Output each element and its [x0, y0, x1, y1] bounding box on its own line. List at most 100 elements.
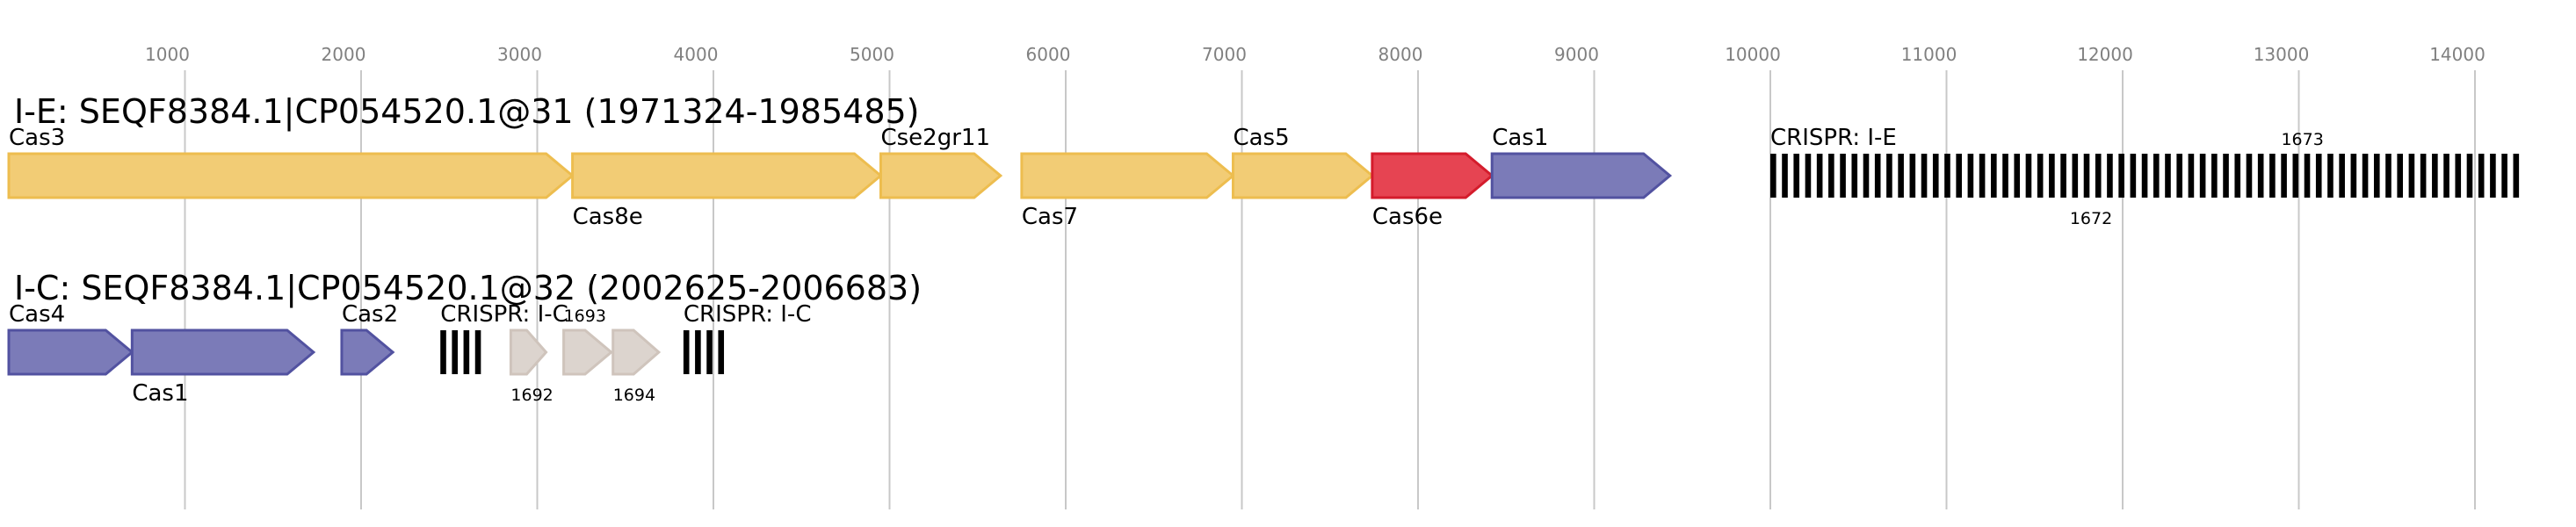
- track-title-ie: I-E: SEQF8384.1|CP054520.1@31 (1971324-1…: [14, 92, 920, 132]
- crispr-repeat: [2211, 154, 2218, 198]
- crispr-repeat: [2118, 154, 2124, 198]
- gene-cse2gr11-label: Cse2gr11: [880, 125, 990, 151]
- crispr-repeat: [1944, 154, 1950, 198]
- crispr-repeat: [2304, 154, 2311, 198]
- crispr-repeat: [1886, 154, 1892, 198]
- crispr-repeat: [2408, 154, 2415, 198]
- crispr-repeat: [2478, 154, 2485, 198]
- crispr-repeat: [1956, 154, 1962, 198]
- crispr-repeat: [474, 330, 481, 374]
- crispr-repeat: [1909, 154, 1916, 198]
- crispr-repeat: [2490, 154, 2496, 198]
- crispr-repeat: [1793, 154, 1800, 198]
- gene-cas1-arrow: [130, 328, 316, 376]
- crispr-repeat: [2362, 154, 2369, 198]
- crispr-repeat: [2350, 154, 2357, 198]
- crispr-repeat: [2339, 154, 2345, 198]
- crispr-repeat: [2385, 154, 2391, 198]
- feature-id-label: 1692: [510, 386, 553, 405]
- crispr-repeat: [1921, 154, 1928, 198]
- gene-cas6e-label: Cas6e: [1372, 204, 1443, 230]
- tick-label: 9000: [1554, 44, 1599, 65]
- tick-label: 6000: [1026, 44, 1071, 65]
- crispr-label: CRISPR: I-C: [440, 301, 568, 328]
- crispr-repeat: [2466, 154, 2473, 198]
- crispr-repeat: [1805, 154, 1812, 198]
- tick-label: 13000: [2254, 44, 2310, 65]
- gene-cas3-label: Cas3: [9, 125, 65, 151]
- crispr-repeat: [2292, 154, 2299, 198]
- gene-cse2gr11-arrow: [879, 152, 1003, 199]
- crispr-repeat: [2072, 154, 2079, 198]
- gene-cas1-label: Cas1: [132, 380, 188, 407]
- feature-id-label: 1673: [2281, 130, 2323, 149]
- gene-unlabeled-arrow: [562, 328, 614, 376]
- crispr-repeat: [1863, 154, 1870, 198]
- crispr-repeat: [2432, 154, 2438, 198]
- crispr-repeat: [1816, 154, 1823, 198]
- crispr-repeat: [2513, 154, 2520, 198]
- crispr-repeat: [2246, 154, 2253, 198]
- gene-cas7-label: Cas7: [1022, 204, 1078, 230]
- tick-label: 2000: [322, 44, 366, 65]
- crispr-repeat: [718, 330, 725, 374]
- crispr-repeat: [1874, 154, 1881, 198]
- gene-cas5-arrow: [1231, 152, 1375, 199]
- gene-cas4-arrow: [7, 328, 134, 376]
- crispr-repeat: [2315, 154, 2322, 198]
- tick-label: 7000: [1202, 44, 1247, 65]
- crispr-repeat: [2257, 154, 2264, 198]
- crispr-label: CRISPR: I-E: [1770, 125, 1897, 151]
- crispr-repeat: [2014, 154, 2021, 198]
- crispr-repeat: [1932, 154, 1939, 198]
- gene-cas4-label: Cas4: [9, 301, 65, 328]
- crispr-repeat: [1851, 154, 1858, 198]
- gene-cas5-label: Cas5: [1233, 125, 1289, 151]
- crispr-label: CRISPR: I-C: [684, 301, 812, 328]
- gene-cas8e-label: Cas8e: [573, 204, 643, 230]
- crispr-repeat: [2443, 154, 2449, 198]
- tick-label: 4000: [674, 44, 719, 65]
- crispr-repeat: [1782, 154, 1788, 198]
- crispr-repeat: [2234, 154, 2241, 198]
- crispr-repeat: [2269, 154, 2276, 198]
- feature-id-label: 1694: [613, 386, 655, 405]
- gene-cas2-label: Cas2: [342, 301, 398, 328]
- crispr-repeat: [2095, 154, 2102, 198]
- tick-label: 3000: [497, 44, 542, 65]
- crispr-repeat: [2037, 154, 2044, 198]
- crispr-repeat: [2455, 154, 2462, 198]
- crispr-repeat: [440, 330, 446, 374]
- gene-unlabeled-arrow: [509, 328, 548, 376]
- tick-label: 11000: [1901, 44, 1957, 65]
- crispr-repeat: [1979, 154, 1986, 198]
- crispr-repeat: [2397, 154, 2404, 198]
- gene-cas1-label: Cas1: [1492, 125, 1548, 151]
- gene-cas8e-arrow: [571, 152, 883, 199]
- crispr-repeat: [2153, 154, 2160, 198]
- crispr-repeat: [1770, 154, 1776, 198]
- gene-cas7-arrow: [1020, 152, 1235, 199]
- crispr-repeat: [2281, 154, 2287, 198]
- crispr-repeat: [2130, 154, 2137, 198]
- track-title-ic: I-C: SEQF8384.1|CP054520.1@32 (2002625-2…: [14, 269, 922, 308]
- crispr-repeat: [2049, 154, 2055, 198]
- crispr-repeat: [2373, 154, 2380, 198]
- crispr-repeat: [2188, 154, 2195, 198]
- crispr-repeat: [1991, 154, 1997, 198]
- crispr-repeat: [2165, 154, 2171, 198]
- feature-id-label: 1693: [564, 307, 606, 326]
- crispr-repeat: [2420, 154, 2427, 198]
- crispr-repeat: [2176, 154, 2182, 198]
- crispr-repeat: [706, 330, 713, 374]
- crispr-repeat: [1898, 154, 1904, 198]
- crispr-repeat: [683, 330, 690, 374]
- axis-grid: [184, 70, 2476, 509]
- crispr-repeat: [2060, 154, 2066, 198]
- crispr-repeat: [452, 330, 458, 374]
- crispr-repeat: [2223, 154, 2229, 198]
- tick-label: 10000: [1725, 44, 1781, 65]
- crispr-repeat: [1828, 154, 1834, 198]
